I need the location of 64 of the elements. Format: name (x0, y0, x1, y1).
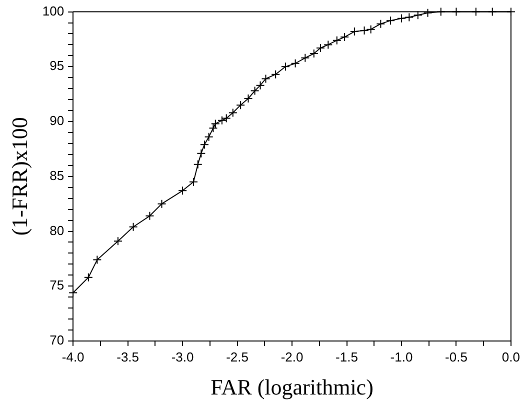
y-tick-label: 70 (50, 332, 64, 348)
point (217, 116, 226, 125)
point (360, 26, 369, 35)
point (145, 211, 154, 220)
point (316, 44, 325, 53)
y-tick-label: 90 (50, 113, 64, 128)
point (68, 288, 78, 298)
x-tick-label: -1.0 (390, 349, 413, 364)
point (204, 132, 214, 142)
point (189, 177, 198, 186)
y-tick-label: 80 (50, 222, 64, 238)
x-tick-label: -2.5 (226, 349, 248, 364)
point (196, 148, 206, 158)
y-tick-label: 95 (50, 58, 64, 74)
x-tick-label: -1.5 (336, 349, 358, 364)
point (250, 86, 260, 96)
point (193, 160, 202, 169)
y-tick-label: 85 (50, 168, 64, 183)
point (178, 186, 188, 196)
point (350, 27, 359, 36)
x-tick-label: -2.0 (280, 349, 304, 364)
point (261, 74, 270, 84)
point (471, 7, 480, 16)
x-tick-label: -0.5 (445, 349, 468, 364)
point (309, 49, 318, 58)
x-tick-label: -3.0 (171, 349, 194, 364)
point (222, 114, 231, 123)
x-tick-label: -3.5 (116, 349, 140, 364)
point (128, 222, 138, 232)
point (280, 62, 290, 72)
x-tick-label: 0.0 (502, 349, 520, 364)
point (157, 199, 166, 208)
point (436, 7, 446, 16)
point (376, 19, 386, 28)
point (366, 24, 376, 34)
point (84, 272, 93, 282)
point (300, 53, 310, 62)
point (92, 255, 102, 264)
point (208, 124, 218, 133)
point (324, 40, 333, 50)
point (332, 36, 342, 45)
point (271, 70, 280, 79)
y-tick-label: 100 (42, 3, 64, 18)
x-tick-label: -4.0 (62, 349, 84, 364)
point (210, 119, 220, 128)
point (113, 236, 122, 246)
point (386, 16, 396, 26)
point (290, 58, 300, 68)
point (340, 32, 350, 42)
point (236, 100, 246, 110)
point (200, 140, 209, 150)
point (396, 14, 406, 23)
point (244, 94, 253, 103)
y-tick-label: 75 (50, 278, 64, 293)
point (423, 8, 432, 18)
point (413, 10, 422, 20)
point (404, 12, 414, 22)
point (228, 108, 238, 118)
point (452, 7, 461, 16)
point (256, 80, 265, 90)
point (488, 7, 497, 16)
point (506, 7, 516, 16)
y-axis-title: (1-FRR)x100 (6, 117, 32, 236)
x-axis-title: FAR (logarithmic) (210, 374, 374, 400)
